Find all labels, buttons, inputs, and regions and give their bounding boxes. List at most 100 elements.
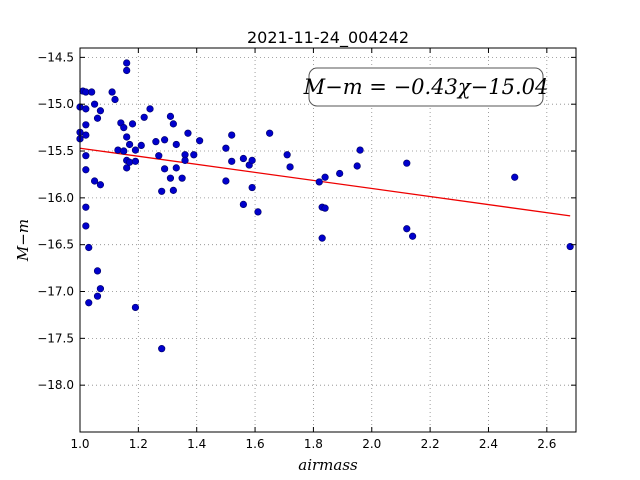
data-point [93,267,102,275]
data-point [511,173,519,181]
data-point [131,146,140,154]
data-point [137,141,145,150]
data-point [82,105,90,113]
x-tick-label: 2.6 [537,437,556,451]
data-point [82,203,90,211]
data-point [114,146,122,154]
data-point [409,232,417,240]
axis-ticks [79,48,576,432]
x-tick-label: 1.2 [129,437,148,451]
data-point [123,164,131,172]
fit-line [79,147,571,217]
data-point [248,183,256,192]
data-point [82,131,90,139]
data-point [161,165,169,173]
x-tick-label: 1.4 [187,437,206,451]
data-point [403,225,411,233]
data-point [266,129,274,137]
data-point [131,303,140,312]
data-point [158,187,166,195]
x-tick-labels: 1.0 1.2 1.4 1.6 1.8 2.0 2.2 2.4 2.6 [70,437,556,451]
data-point [318,234,326,242]
data-point [315,178,323,186]
data-point [90,100,99,108]
y-tick-label: −16.5 [37,238,74,252]
chart-title: 2021-11-24_004242 [247,28,409,48]
data-point [93,292,102,300]
data-point [128,120,137,128]
data-point [85,299,93,307]
x-tick-label: 2.0 [362,437,381,451]
data-point [321,173,329,181]
plot-frame [79,47,577,433]
data-point [190,151,198,159]
x-tick-label: 2.2 [421,437,440,451]
data-point [178,174,186,182]
y-tick-label: −15.0 [37,97,74,111]
data-point [131,157,140,165]
data-point [222,144,230,152]
data-point [353,162,361,170]
y-tick-labels: −14.5 −15.0 −15.5 −16.0 −16.5 −17.0 −17.5 −18.0 [37,50,74,392]
data-point [286,163,294,171]
data-point [96,181,105,189]
data-point [158,345,166,353]
data-point [166,174,175,182]
data-point [239,200,247,209]
y-tick-label: −18.0 [37,378,74,392]
data-point [93,114,102,122]
data-point [82,222,90,230]
y-tick-label: −17.0 [37,285,74,299]
data-point [85,243,93,252]
data-point [254,208,262,216]
fit-annotation-box: M−m = −0.43χ−15.04 [303,67,549,107]
data-point [140,113,148,121]
data-point [356,146,364,154]
data-point [126,140,134,149]
data-point [228,131,236,139]
data-point [146,105,154,113]
data-point [90,177,99,185]
data-point [152,138,160,146]
y-axis-label: M−m [14,219,32,262]
data-point [196,137,204,145]
annotation-frame [308,67,544,107]
data-point [120,147,128,155]
data-point [82,152,90,160]
data-point [96,285,105,293]
y-tick-label: −17.5 [37,331,74,345]
data-point [172,140,180,149]
data-point [248,156,256,164]
data-point [239,154,247,163]
data-point [283,151,291,159]
data-point [82,166,90,174]
x-tick-label: 1.6 [246,437,265,451]
data-point [172,164,180,172]
data-points [76,59,574,353]
y-tick-label: −15.5 [37,144,74,158]
data-point [184,129,192,137]
data-point [403,159,411,167]
fit-line-group [79,147,571,217]
x-tick-label: 1.8 [304,437,323,451]
data-point [108,88,116,96]
data-point [96,107,105,115]
data-point [181,156,189,164]
data-point [222,177,230,185]
data-point [155,152,163,160]
data-point [123,133,131,141]
data-point [161,136,169,144]
data-point [336,169,344,178]
data-point [126,158,134,166]
data-point [321,204,329,212]
data-point [111,95,119,104]
data-point [169,120,177,128]
data-point [82,121,90,129]
data-point [166,112,175,120]
x-tick-label: 2.4 [479,437,498,451]
x-tick-label: 1.0 [70,437,89,451]
x-axis-label: airmass [298,456,358,474]
fit-equation: M−m = −0.43χ−15.04 [303,75,549,99]
data-point [123,59,131,67]
